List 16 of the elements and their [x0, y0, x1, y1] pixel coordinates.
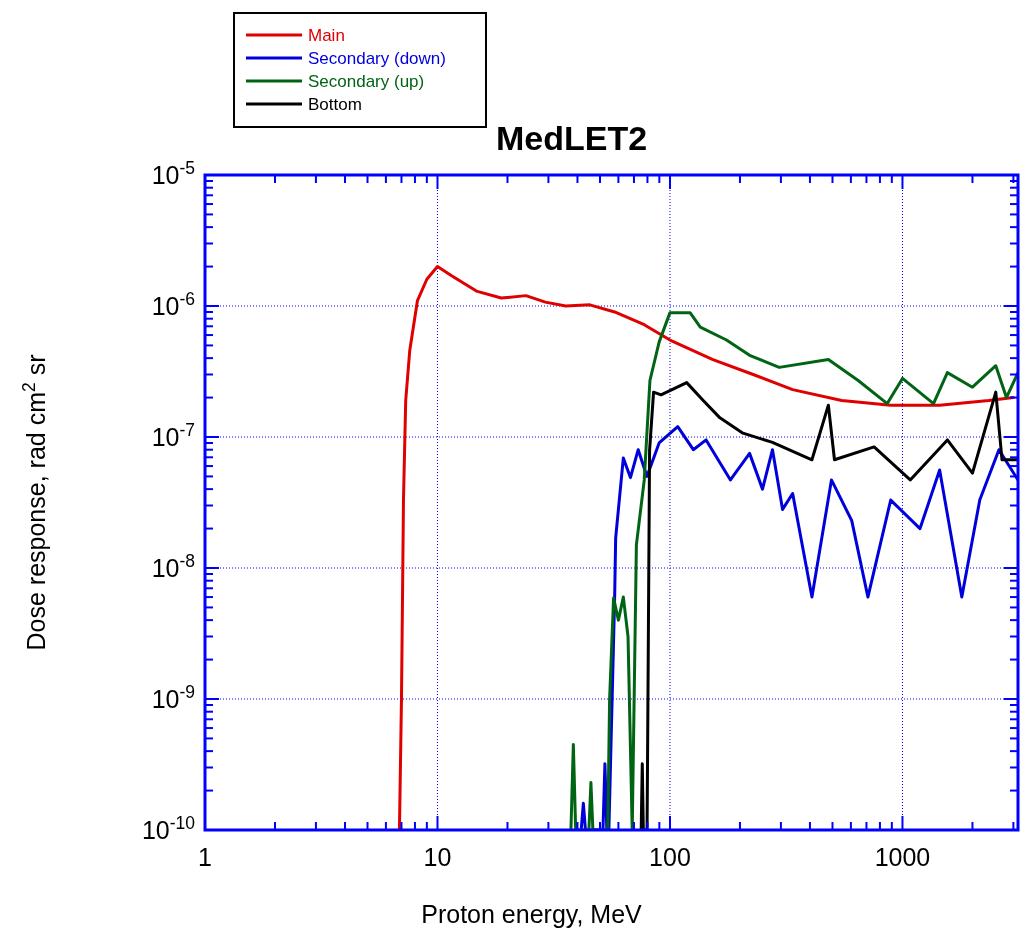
x-tick-label: 10 — [423, 843, 452, 871]
y-tick-label: 10$^{-9}$ — [151, 682, 195, 713]
y-tick-label: 10$^{-5}$ — [151, 158, 195, 189]
legend-label: Secondary (up) — [308, 72, 425, 91]
legend-label: Main — [308, 26, 345, 45]
y-tick-label: 10$^{-8}$ — [151, 551, 195, 582]
x-tick-label: 1000 — [874, 843, 931, 871]
chart-title: MedLET2 — [495, 119, 648, 157]
y-tick-label: 10$^{-7}$ — [151, 420, 195, 451]
x-tick-label: 100 — [649, 843, 691, 871]
legend-label: Secondary (down) — [308, 49, 446, 68]
legend-label: Bottom — [308, 95, 362, 114]
x-tick-label: 1 — [198, 843, 212, 871]
y-tick-label: 10$^{-10}$ — [141, 813, 196, 844]
x-axis-title: Proton energy, MeV — [421, 900, 643, 928]
y-tick-label: 10$^{-6}$ — [151, 289, 195, 320]
